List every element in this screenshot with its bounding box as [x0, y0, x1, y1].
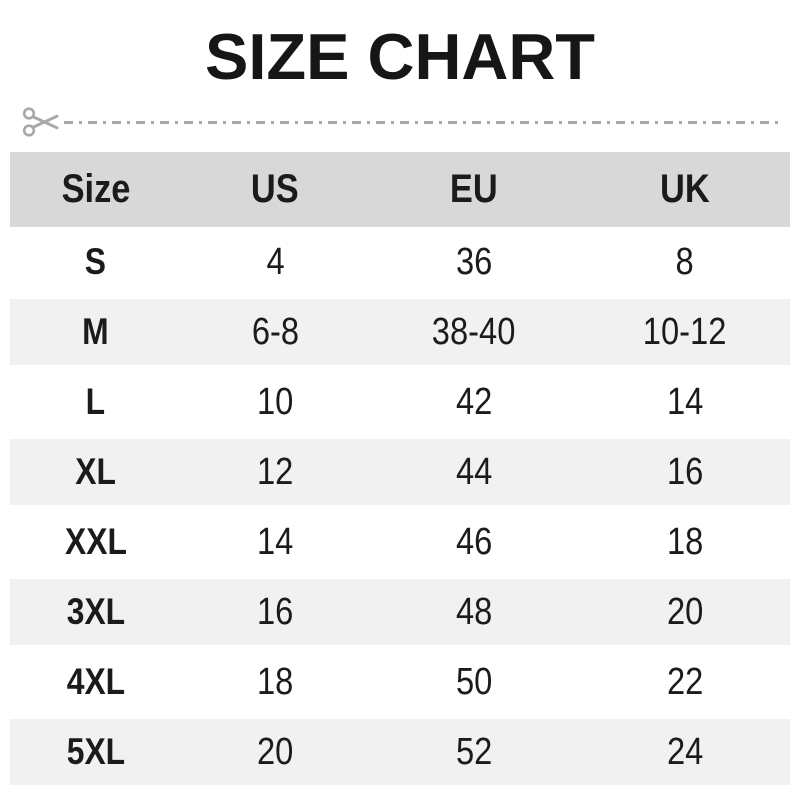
us-value-cell: 12: [181, 437, 369, 507]
eu-value-cell: 38-40: [368, 297, 580, 367]
uk-value-cell: 22: [579, 647, 790, 717]
eu-value-cell: 48: [368, 577, 580, 647]
uk-value: 20: [666, 590, 703, 633]
size-chart-table: Size US EU UK S 4 36 8 M 6-8 38-40 10-12…: [10, 152, 790, 787]
eu-value: 38-40: [432, 310, 516, 353]
column-header-us: US: [181, 152, 369, 227]
uk-value-cell: 10-12: [579, 297, 790, 367]
table-row-xxl: XXL 14 46 18: [10, 507, 790, 577]
us-value: 4: [266, 240, 285, 283]
us-value-cell: 14: [181, 507, 369, 577]
dashed-cut-line: [64, 120, 784, 124]
header-row: Size US EU UK: [10, 152, 790, 227]
column-header-us-label: US: [251, 167, 300, 211]
size-cell: XL: [10, 437, 182, 507]
us-value-cell: 20: [181, 717, 369, 787]
table-row-m: M 6-8 38-40 10-12: [10, 297, 790, 367]
us-value-cell: 6-8: [181, 297, 369, 367]
column-header-uk-label: UK: [659, 167, 710, 211]
table-row-xl: XL 12 44 16: [10, 437, 790, 507]
size-cell: L: [10, 367, 182, 437]
eu-value: 42: [455, 380, 493, 423]
column-header-uk: UK: [579, 152, 790, 227]
eu-value: 50: [455, 660, 493, 703]
uk-value: 22: [666, 660, 703, 703]
column-header-size-label: Size: [61, 167, 131, 211]
size-label: L: [86, 381, 106, 422]
us-value: 20: [257, 730, 294, 773]
size-label: 5XL: [66, 731, 125, 772]
table-row-l: L 10 42 14: [10, 367, 790, 437]
size-label: 4XL: [66, 661, 125, 702]
column-header-size: Size: [10, 152, 182, 227]
scissors-icon: [22, 107, 59, 137]
table-row-4xl: 4XL 18 50 22: [10, 647, 790, 717]
uk-value-cell: 18: [579, 507, 790, 577]
uk-value-cell: 20: [579, 577, 790, 647]
uk-value-cell: 14: [579, 367, 790, 437]
us-value: 6-8: [251, 310, 299, 353]
size-label: XXL: [64, 521, 127, 562]
eu-value: 52: [455, 730, 493, 773]
table-row-3xl: 3XL 16 48 20: [10, 577, 790, 647]
us-value: 18: [257, 660, 294, 703]
table-row-5xl: 5XL 20 52 24: [10, 717, 790, 787]
us-value-cell: 4: [181, 227, 369, 297]
page-title: SIZE CHART: [205, 20, 595, 93]
eu-value-cell: 36: [368, 227, 580, 297]
uk-value: 8: [675, 240, 694, 283]
eu-value: 48: [455, 590, 493, 633]
uk-value: 24: [666, 730, 703, 773]
table-row-s: S 4 36 8: [10, 227, 790, 297]
us-value: 10: [257, 380, 294, 423]
size-label: S: [85, 241, 107, 282]
size-cell: M: [10, 297, 182, 367]
eu-value: 44: [455, 450, 493, 493]
us-value: 16: [257, 590, 294, 633]
eu-value: 36: [455, 240, 493, 283]
size-cell: 4XL: [10, 647, 182, 717]
uk-value: 14: [666, 380, 703, 423]
size-cell: S: [10, 227, 182, 297]
us-value-cell: 10: [181, 367, 369, 437]
uk-value-cell: 8: [579, 227, 790, 297]
us-value-cell: 18: [181, 647, 369, 717]
us-value-cell: 16: [181, 577, 369, 647]
us-value: 12: [257, 450, 294, 493]
column-header-eu-label: EU: [450, 167, 498, 211]
eu-value-cell: 44: [368, 437, 580, 507]
uk-value-cell: 24: [579, 717, 790, 787]
size-cell: 5XL: [10, 717, 182, 787]
uk-value-cell: 16: [579, 437, 790, 507]
size-label: M: [82, 311, 110, 352]
column-header-eu: EU: [368, 152, 580, 227]
uk-value: 18: [666, 520, 703, 563]
eu-value-cell: 52: [368, 717, 580, 787]
cut-line: [22, 105, 784, 139]
uk-value: 16: [666, 450, 703, 493]
eu-value-cell: 42: [368, 367, 580, 437]
size-cell: 3XL: [10, 577, 182, 647]
uk-value: 10-12: [642, 310, 727, 353]
size-cell: XXL: [10, 507, 182, 577]
eu-value-cell: 50: [368, 647, 580, 717]
eu-value: 46: [455, 520, 493, 563]
us-value: 14: [257, 520, 294, 563]
size-label: 3XL: [66, 591, 125, 632]
size-label: XL: [75, 451, 117, 492]
eu-value-cell: 46: [368, 507, 580, 577]
